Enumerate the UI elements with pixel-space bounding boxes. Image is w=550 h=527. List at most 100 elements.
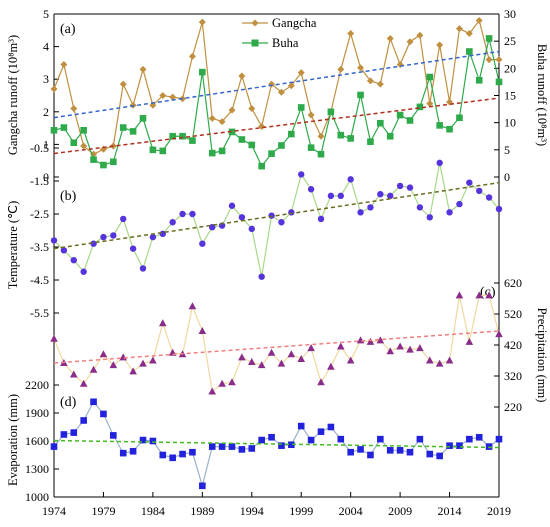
- precipitation-data-point: [307, 344, 315, 352]
- temperature-data-point: [426, 214, 433, 221]
- panel-b-label: (b): [60, 189, 77, 204]
- buha-data-point: [169, 132, 176, 140]
- temperature-series-line: [53, 162, 500, 277]
- evaporation-data-point: [337, 435, 345, 443]
- evaporation-data-point: [70, 429, 78, 436]
- evaporation-data-point: [208, 443, 216, 450]
- buha-data-point: [446, 125, 453, 133]
- panel-c-label: (c): [480, 285, 496, 300]
- precipitation-trend-line: [53, 330, 500, 364]
- evaporation-data-point: [238, 446, 246, 453]
- buha-data-point: [60, 124, 68, 131]
- legend-gangcha-marker: [251, 19, 259, 27]
- gangcha-data-point: [426, 100, 434, 108]
- temperature-tick-label: -5.5: [30, 306, 49, 320]
- buha-data-point: [238, 136, 246, 143]
- gangcha-data-point: [436, 41, 444, 49]
- evaporation-data-point: [179, 450, 186, 458]
- gangcha-data-point: [248, 105, 256, 113]
- gangcha-data-point: [485, 56, 493, 64]
- gangcha-trend-line: [53, 50, 500, 119]
- evaporation-data-point: [426, 450, 434, 458]
- evaporation-data-point: [288, 441, 295, 449]
- precipitation-axis-title: Precipitation (mm): [535, 308, 549, 403]
- temperature-data-point: [367, 204, 374, 211]
- buha-data-point: [268, 150, 275, 157]
- evaporation-data-point: [189, 448, 196, 456]
- buha-data-point: [159, 147, 167, 155]
- gangcha-data-point: [169, 93, 177, 101]
- gangcha-data-point: [188, 52, 196, 60]
- precipitation-tick-label: 620: [504, 276, 522, 290]
- gangcha-data-point: [317, 132, 325, 140]
- evaporation-data-point: [119, 449, 127, 457]
- precipitation-data-point: [416, 344, 424, 352]
- precipitation-data-point: [455, 291, 464, 299]
- gangcha-data-point: [347, 30, 355, 38]
- evaporation-series-line: [53, 400, 500, 489]
- gangcha-data-point: [495, 56, 503, 64]
- evaporation-data-point: [456, 442, 463, 449]
- evaporation-data-point: [80, 417, 87, 424]
- evaporation-data-point: [159, 451, 167, 459]
- evaporation-data-point: [50, 443, 58, 450]
- gangcha-data-point: [376, 80, 384, 88]
- gangcha-data-point: [159, 92, 167, 99]
- temperature-data-point: [396, 182, 404, 190]
- temperature-axis-title: Temperature (℃): [6, 201, 20, 289]
- evaporation-data-point: [416, 435, 424, 443]
- evaporation-data-point: [367, 451, 374, 459]
- x-tick-label: 1974: [42, 504, 66, 518]
- gangcha-data-point: [277, 88, 285, 96]
- buha-data-point: [110, 158, 117, 166]
- evaporation-tick-label: 1000: [25, 490, 49, 504]
- evaporation-data-point: [485, 443, 493, 450]
- legend: Gangcha Buha: [242, 16, 317, 50]
- temperature-data-point: [288, 209, 295, 216]
- gangcha-tick-label: 4: [43, 40, 49, 54]
- evaporation-data-point: [475, 433, 483, 441]
- precipitation-data-point: [188, 302, 197, 310]
- gangcha-data-point: [406, 38, 414, 46]
- evaporation-tick-label: 1600: [25, 434, 49, 448]
- precipitation-data-point: [218, 379, 226, 387]
- precipitation-tick-label: 320: [504, 369, 522, 383]
- buha-data-point: [208, 149, 216, 157]
- buha-data-point: [337, 131, 345, 139]
- buha-tick-label: 25: [504, 34, 516, 48]
- buha-data-point: [80, 126, 87, 134]
- buha-data-point: [129, 128, 137, 135]
- gangcha-tick-label: 0: [43, 170, 49, 184]
- gangcha-tick-label: 5: [43, 7, 49, 21]
- precipitation-data-point: [267, 348, 276, 356]
- gangcha-data-point: [139, 65, 147, 73]
- gangcha-data-point: [80, 142, 88, 150]
- legend-buha-marker: [251, 39, 259, 47]
- evaporation-tick-label: 2200: [25, 378, 49, 392]
- temperature-data-point: [337, 192, 344, 200]
- buha-data-point: [406, 117, 414, 124]
- buha-axis-title: Buha runoff (10⁸m³): [535, 44, 549, 146]
- temperature-data-point: [228, 202, 236, 209]
- gangcha-data-point: [238, 72, 246, 80]
- buha-data-point: [218, 147, 226, 155]
- evaporation-data-point: [327, 423, 335, 431]
- buha-data-point: [307, 144, 315, 151]
- evaporation-data-point: [307, 436, 315, 444]
- precipitation-data-point: [327, 362, 335, 370]
- precipitation-data-point: [149, 356, 157, 364]
- precipitation-data-point: [287, 350, 296, 358]
- gangcha-tick-label: 3: [43, 72, 49, 86]
- precipitation-data-point: [79, 379, 88, 387]
- buha-data-point: [317, 150, 325, 158]
- temperature-tick-label: -4.5: [30, 273, 49, 287]
- gangcha-data-point: [465, 30, 473, 38]
- evaporation-data-point: [357, 446, 364, 453]
- precipitation-data-point: [109, 361, 118, 369]
- buha-data-point: [347, 135, 354, 142]
- precipitation-data-point: [495, 330, 503, 338]
- temperature-trend-line: [53, 181, 500, 250]
- buha-data-point: [396, 111, 404, 119]
- evaporation-data-point: [169, 454, 176, 462]
- precipitation-data-point: [89, 365, 98, 373]
